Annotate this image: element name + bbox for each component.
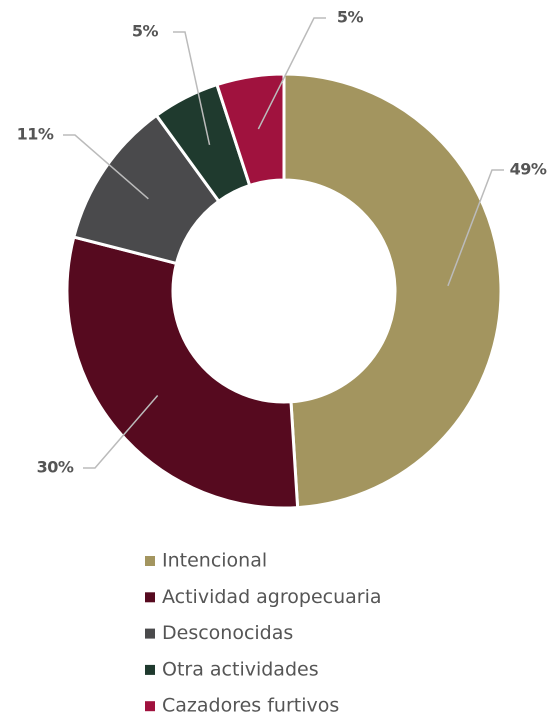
- legend-label: Intencional: [162, 550, 267, 572]
- donut-segment: [215, 72, 286, 188]
- legend-swatch: [145, 664, 155, 675]
- leader-line: [83, 395, 159, 469]
- leader-line: [173, 31, 211, 146]
- data-label: 30%: [37, 458, 74, 477]
- data-label: 11%: [17, 125, 54, 144]
- data-label: 5%: [132, 22, 159, 41]
- donut-segment: [282, 72, 503, 510]
- legend-label: Actividad agropecuaria: [162, 586, 382, 608]
- data-label: 49%: [510, 160, 547, 179]
- legend-swatch: [145, 701, 155, 712]
- legend-swatch: [145, 592, 155, 603]
- leader-line: [257, 17, 326, 130]
- leader-line: [63, 134, 149, 200]
- legend-label: Otra actividades: [162, 658, 319, 680]
- legend-label: Desconocidas: [162, 622, 293, 644]
- legend-swatch: [145, 628, 155, 639]
- legend-swatch: [145, 556, 155, 566]
- data-label: 5%: [337, 8, 364, 27]
- legend-label: Cazadores furtivos: [162, 695, 339, 717]
- leader-line: [447, 169, 504, 287]
- donut-segment: [65, 235, 300, 510]
